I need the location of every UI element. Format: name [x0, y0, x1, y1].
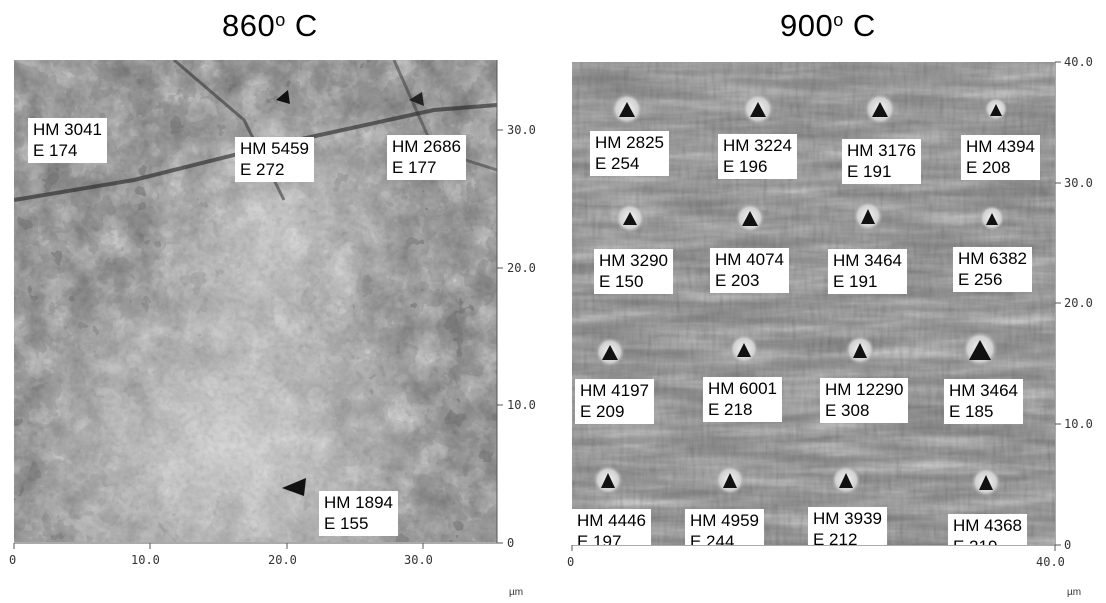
indent-label: HM 4368 E 219: [948, 514, 1027, 545]
indent-grid: [593, 93, 1008, 497]
y-tick: 40.0: [1064, 55, 1093, 69]
left-title-unit: C: [285, 8, 318, 43]
hardness-value: HM 3224: [723, 136, 792, 155]
right-title-degree: o: [833, 10, 844, 30]
hardness-value: HM 4197: [580, 381, 649, 400]
indent-label: HM 6001 E 218: [703, 377, 782, 422]
y-tick: 0: [1064, 538, 1072, 552]
modulus-value: E 218: [708, 400, 753, 419]
modulus-value: E 155: [324, 514, 369, 533]
modulus-value: E 185: [949, 402, 994, 421]
modulus-value: E 196: [723, 157, 768, 176]
indent-label: HM 6382 E 256: [953, 247, 1032, 292]
hardness-value: HM 3290: [599, 251, 668, 270]
indent-label: HM 4446 E 197: [572, 509, 651, 545]
hardness-value: HM 3939: [813, 509, 882, 528]
modulus-value: E 208: [966, 158, 1011, 177]
right-title-number: 900: [780, 8, 834, 43]
modulus-value: E 191: [833, 272, 878, 291]
indent-label: HM 1894 E 155: [319, 491, 398, 536]
indent-label: HM 2825 E 254: [590, 131, 669, 176]
micrograph-860c: HM 3041 E 174 HM 5459 E 272 HM 2686 E 17…: [14, 60, 497, 542]
indent-label: HM 4197 E 209: [575, 379, 654, 424]
unit-label: µm: [509, 587, 524, 598]
x-tick: 20.0: [268, 553, 297, 567]
hardness-value: HM 3464: [949, 381, 1018, 400]
modulus-value: E 308: [825, 401, 870, 420]
right-title: 900o C: [780, 8, 876, 44]
hardness-value: HM 12290: [825, 380, 904, 399]
indent-label: HM 3290 E 150: [594, 249, 673, 294]
modulus-value: E 254: [595, 154, 640, 173]
y-tick: 20.0: [507, 261, 536, 275]
hardness-value: HM 3041: [33, 120, 102, 139]
hardness-value: HM 4368: [953, 516, 1022, 535]
hardness-value: HM 2686: [392, 137, 461, 156]
hardness-value: HM 4446: [577, 511, 646, 530]
y-tick: 30.0: [1064, 176, 1093, 190]
modulus-value: E 212: [813, 530, 858, 545]
x-tick: 40.0: [1036, 555, 1065, 569]
x-tick: 30.0: [404, 553, 433, 567]
modulus-value: E 209: [580, 402, 625, 421]
modulus-value: E 203: [715, 271, 760, 290]
indent-label: HM 2686 E 177: [387, 135, 466, 180]
hardness-value: HM 4394: [966, 137, 1035, 156]
hardness-value: HM 3176: [847, 141, 916, 160]
modulus-value: E 197: [577, 532, 622, 545]
modulus-value: E 219: [953, 536, 1022, 545]
y-tick: 0: [507, 536, 515, 550]
modulus-value: E 272: [240, 160, 285, 179]
indent-label: HM 3224 E 196: [718, 134, 797, 179]
hardness-value: HM 1894: [324, 493, 393, 512]
modulus-value: E 191: [847, 162, 892, 181]
x-tick: 0: [9, 553, 17, 567]
indent-label: HM 3176 E 191: [842, 139, 921, 184]
indent-mark: [282, 478, 306, 496]
indent-mark: [409, 92, 424, 106]
indent-label: HM 3464 E 191: [828, 249, 907, 294]
indent-label: HM 4394 E 208: [961, 135, 1040, 180]
hardness-value: HM 6001: [708, 379, 777, 398]
indent-label: HM 12290 E 308: [820, 378, 909, 423]
indent-mark: [276, 90, 290, 104]
hardness-value: HM 5459: [240, 139, 309, 158]
y-tick: 10.0: [1064, 417, 1093, 431]
left-title: 860o C: [222, 8, 318, 44]
y-tick: 20.0: [1064, 296, 1093, 310]
indent-label: HM 4074 E 203: [710, 248, 789, 293]
indent-label: HM 5459 E 272: [235, 137, 314, 182]
y-tick: 10.0: [507, 398, 536, 412]
indent-label: HM 4959 E 244: [685, 509, 764, 545]
micrograph-900c: HM 2825 E 254 HM 3224 E 196 HM 3176 E 19…: [572, 62, 1055, 545]
indent-label: HM 3464 E 185: [944, 379, 1023, 424]
left-title-degree: o: [275, 10, 286, 30]
unit-label: µm: [1067, 587, 1082, 598]
x-tick: 0: [567, 555, 575, 569]
hardness-value: HM 2825: [595, 133, 664, 152]
right-title-unit: C: [843, 8, 876, 43]
indent-label: HM 3041 E 174: [28, 118, 107, 163]
hardness-value: HM 4074: [715, 250, 784, 269]
modulus-value: E 177: [392, 158, 437, 177]
hardness-value: HM 4959: [690, 511, 759, 530]
indent-label: HM 3939 E 212: [808, 507, 887, 545]
x-tick: 10.0: [131, 553, 160, 567]
modulus-value: E 150: [599, 272, 644, 291]
modulus-value: E 174: [33, 141, 78, 160]
left-title-number: 860: [222, 8, 276, 43]
hardness-value: HM 6382: [958, 249, 1027, 268]
modulus-value: E 244: [690, 532, 735, 545]
modulus-value: E 256: [958, 270, 1003, 289]
y-tick: 30.0: [507, 123, 536, 137]
hardness-value: HM 3464: [833, 251, 902, 270]
